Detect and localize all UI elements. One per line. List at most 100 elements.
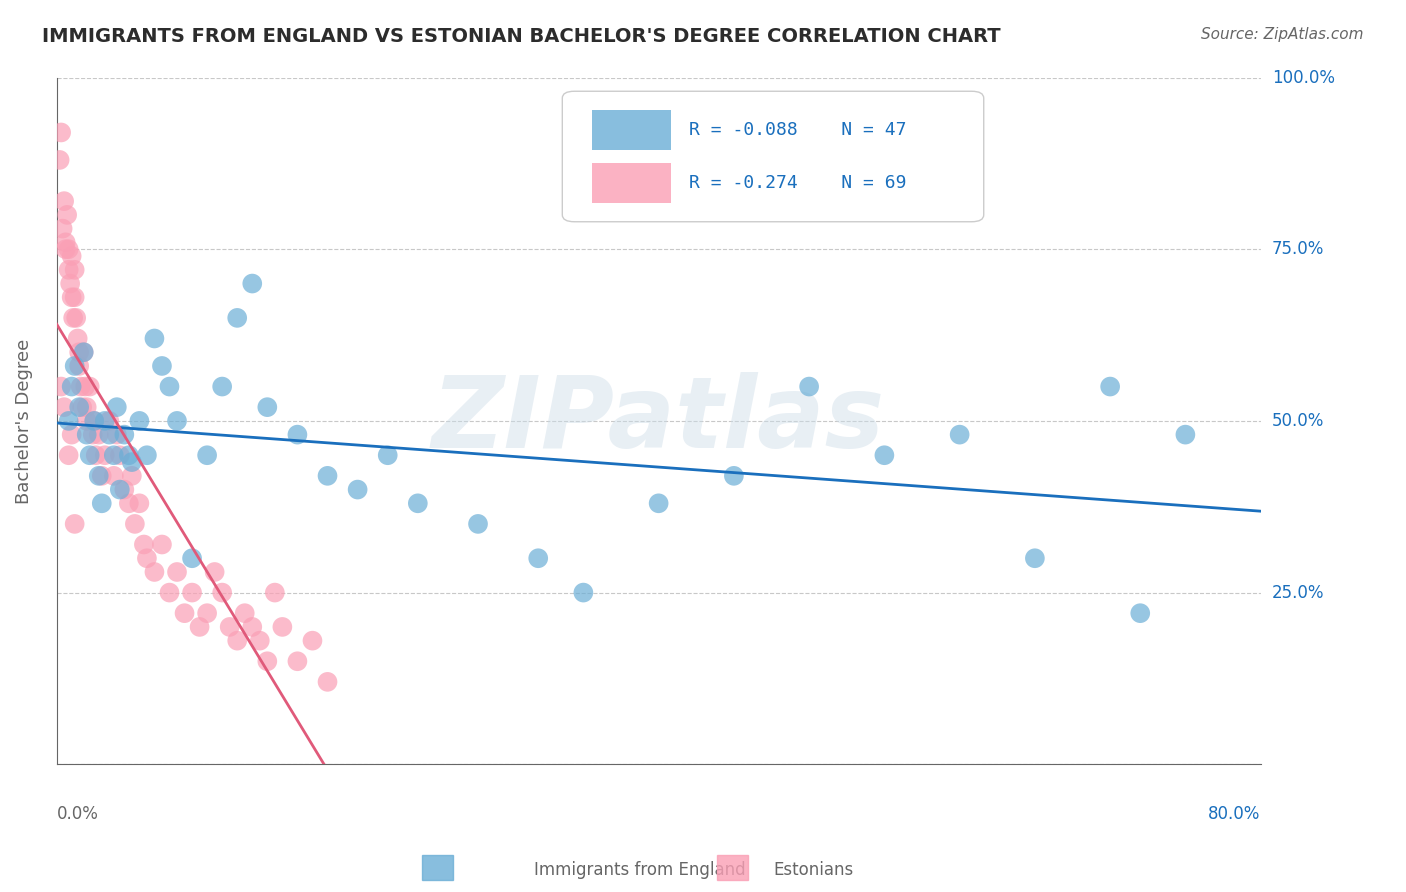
Point bbox=[124, 516, 146, 531]
Point bbox=[83, 414, 105, 428]
Point bbox=[90, 496, 112, 510]
Point bbox=[63, 262, 86, 277]
Point bbox=[67, 359, 90, 373]
Point bbox=[112, 483, 135, 497]
Point bbox=[55, 235, 77, 250]
FancyBboxPatch shape bbox=[592, 110, 671, 150]
Point bbox=[83, 414, 105, 428]
Point bbox=[67, 400, 90, 414]
Point bbox=[249, 633, 271, 648]
Point bbox=[128, 496, 150, 510]
Point bbox=[90, 468, 112, 483]
Point bbox=[105, 427, 128, 442]
Point bbox=[73, 345, 96, 359]
Point bbox=[58, 414, 80, 428]
Point bbox=[1174, 427, 1197, 442]
Point bbox=[135, 448, 157, 462]
Point bbox=[287, 427, 309, 442]
Point bbox=[55, 242, 77, 256]
Point bbox=[56, 208, 79, 222]
FancyBboxPatch shape bbox=[592, 163, 671, 203]
Point bbox=[98, 427, 121, 442]
Point bbox=[406, 496, 429, 510]
Point bbox=[105, 400, 128, 414]
Point bbox=[87, 468, 110, 483]
Point bbox=[195, 606, 218, 620]
Point bbox=[82, 427, 104, 442]
Point bbox=[63, 290, 86, 304]
Point bbox=[873, 448, 896, 462]
Point bbox=[256, 654, 278, 668]
Point bbox=[166, 565, 188, 579]
Point bbox=[467, 516, 489, 531]
Point bbox=[240, 277, 263, 291]
Point bbox=[226, 633, 249, 648]
Point bbox=[723, 468, 745, 483]
Point bbox=[128, 414, 150, 428]
Point bbox=[181, 551, 204, 566]
Point bbox=[49, 379, 72, 393]
Point bbox=[143, 331, 166, 345]
Point bbox=[121, 468, 143, 483]
Point bbox=[69, 379, 91, 393]
Point bbox=[211, 585, 233, 599]
Point bbox=[377, 448, 399, 462]
Point bbox=[62, 310, 84, 325]
Point bbox=[76, 414, 98, 428]
Point bbox=[150, 537, 173, 551]
Point bbox=[118, 496, 141, 510]
Point bbox=[94, 414, 117, 428]
Point bbox=[63, 516, 86, 531]
Point bbox=[108, 483, 131, 497]
Text: 25.0%: 25.0% bbox=[1272, 583, 1324, 601]
Point bbox=[271, 620, 294, 634]
Point bbox=[647, 496, 669, 510]
Point bbox=[527, 551, 550, 566]
Point bbox=[63, 359, 86, 373]
Point bbox=[65, 310, 87, 325]
Point bbox=[60, 427, 83, 442]
Point bbox=[118, 448, 141, 462]
Point bbox=[108, 448, 131, 462]
Point bbox=[94, 448, 117, 462]
Text: R = -0.088    N = 47: R = -0.088 N = 47 bbox=[689, 120, 907, 139]
Point bbox=[66, 331, 89, 345]
Text: R = -0.274    N = 69: R = -0.274 N = 69 bbox=[689, 174, 907, 193]
Text: 75.0%: 75.0% bbox=[1272, 240, 1324, 258]
Text: 80.0%: 80.0% bbox=[1208, 805, 1261, 823]
Point bbox=[204, 565, 226, 579]
Point bbox=[79, 448, 101, 462]
Text: 100.0%: 100.0% bbox=[1272, 69, 1334, 87]
Point bbox=[112, 427, 135, 442]
Point bbox=[316, 468, 339, 483]
Point bbox=[84, 448, 107, 462]
Point bbox=[226, 310, 249, 325]
Point bbox=[60, 379, 83, 393]
Point bbox=[346, 483, 368, 497]
FancyBboxPatch shape bbox=[562, 91, 984, 222]
Point bbox=[76, 427, 98, 442]
Point bbox=[1099, 379, 1122, 393]
Point bbox=[159, 379, 181, 393]
Point bbox=[797, 379, 820, 393]
Point bbox=[75, 379, 97, 393]
Point bbox=[60, 249, 83, 263]
Point bbox=[58, 242, 80, 256]
Point bbox=[150, 359, 173, 373]
Point bbox=[1024, 551, 1046, 566]
Point bbox=[287, 654, 309, 668]
Point bbox=[316, 674, 339, 689]
Point bbox=[143, 565, 166, 579]
Point bbox=[73, 345, 96, 359]
Point bbox=[103, 468, 125, 483]
Point bbox=[52, 221, 75, 235]
Point bbox=[103, 448, 125, 462]
Point bbox=[263, 585, 285, 599]
Point bbox=[173, 606, 195, 620]
Point bbox=[60, 290, 83, 304]
Point bbox=[572, 585, 595, 599]
Text: 50.0%: 50.0% bbox=[1272, 412, 1324, 430]
Point bbox=[87, 427, 110, 442]
Text: Estonians: Estonians bbox=[773, 861, 853, 879]
Point bbox=[49, 125, 72, 139]
